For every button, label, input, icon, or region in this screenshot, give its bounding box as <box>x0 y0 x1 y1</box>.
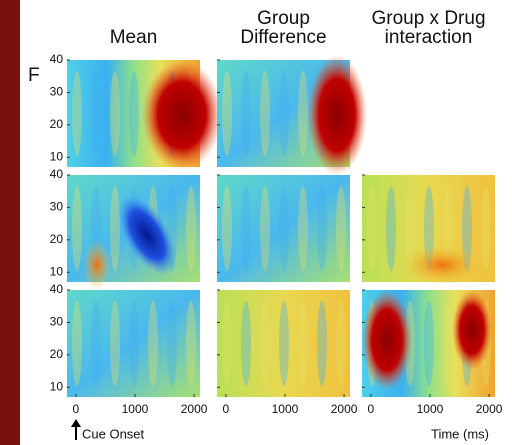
heatmap-streak <box>298 185 308 272</box>
heatmap-streak <box>317 300 327 387</box>
x-tick-label: 0 <box>223 402 230 416</box>
heatmap-streak <box>72 185 82 272</box>
heatmap-streak <box>481 185 491 272</box>
x-tick-label: 1000 <box>122 402 149 416</box>
heatmap-streak <box>279 300 289 387</box>
heatmap-panel <box>362 174 495 285</box>
column-title: interaction <box>385 27 473 48</box>
heatmap-streak <box>91 300 101 387</box>
heatmap-streak <box>222 185 232 272</box>
hot-spot <box>402 245 482 285</box>
heatmap-streak <box>148 300 158 387</box>
heatmap-streak <box>279 185 289 272</box>
heatmap-streak <box>72 300 82 387</box>
heatmap-panel <box>217 174 350 282</box>
x-tick-label: 2000 <box>181 402 208 416</box>
heatmap-streak <box>386 185 396 272</box>
heatmap-streak <box>279 70 289 157</box>
heatmap-streak <box>298 300 308 387</box>
onset-arrow <box>71 419 81 440</box>
heatmap-base <box>67 290 200 397</box>
heatmap-base <box>217 290 350 397</box>
x-tick-label: 0 <box>73 402 80 416</box>
heatmap-streak <box>260 300 270 387</box>
column-title: Mean <box>110 27 158 48</box>
side-strip <box>0 0 20 445</box>
x-tick-label: 2000 <box>331 402 358 416</box>
x-tick-label: 1000 <box>272 402 299 416</box>
y-tick-label: 30 <box>50 315 64 329</box>
heatmap-panel <box>217 55 367 175</box>
heatmap-streak <box>222 70 232 157</box>
y-tick-label: 40 <box>50 167 64 181</box>
heatmap-streak <box>110 185 120 272</box>
x-tick-label: 2000 <box>476 402 503 416</box>
heatmap-streak <box>336 300 346 387</box>
heatmap-streak <box>367 185 377 272</box>
heatmap-streak <box>186 185 196 272</box>
y-tick-label: 40 <box>50 52 64 66</box>
cold-spot <box>117 194 177 276</box>
y-tick-label: 10 <box>50 379 64 393</box>
heatmap-streak <box>186 300 196 387</box>
y-tick-label: 30 <box>50 85 64 99</box>
y-tick-label: 20 <box>50 347 64 361</box>
y-tick-label: 20 <box>50 117 64 131</box>
hot-spot <box>307 55 367 175</box>
heatmap-panel: 10 20 30 40 <box>50 282 200 397</box>
heatmap-streak <box>336 185 346 272</box>
hot-spot <box>452 290 492 370</box>
heatmap-streak <box>241 300 251 387</box>
y-label: F <box>28 65 40 86</box>
heatmap-streak <box>110 70 120 157</box>
y-tick-label: 30 <box>50 200 64 214</box>
heatmap-streak <box>72 70 82 157</box>
heatmap-streak <box>110 300 120 387</box>
heatmap-streak <box>222 300 232 387</box>
heatmap-streak <box>129 300 139 387</box>
heatmap-streak <box>241 70 251 157</box>
column-title: Group <box>257 8 310 29</box>
x-tick-label: 0 <box>368 402 375 416</box>
heatmap-streak <box>129 70 139 157</box>
heatmap-streak <box>443 300 453 387</box>
y-tick-label: 40 <box>50 282 64 296</box>
heatmap-panel <box>217 289 350 397</box>
heatmap-base <box>217 175 350 282</box>
heatmap-streak <box>317 185 327 272</box>
heatmap-panel <box>362 289 495 397</box>
heatmap-streak <box>298 70 308 157</box>
heatmap-panel: 10 20 30 40 <box>50 167 200 290</box>
y-tick-label: 20 <box>50 232 64 246</box>
column-title: Difference <box>240 27 326 48</box>
heatmap-streak <box>241 185 251 272</box>
panels: 10 20 30 40 10 20 30 40 10 20 30 40 <box>50 52 495 397</box>
hot-spot <box>362 290 412 390</box>
x-tick-label: 1000 <box>417 402 444 416</box>
heatmap-panel: 10 20 30 40 <box>50 52 222 170</box>
y-tick-label: 10 <box>50 264 64 278</box>
heatmap-streak <box>260 70 270 157</box>
heatmap-streak <box>260 185 270 272</box>
heatmap-streak <box>167 300 177 387</box>
x-label: Time (ms) <box>431 426 489 441</box>
heatmap-streak <box>91 70 101 157</box>
hot-spot <box>83 240 111 290</box>
heatmap-streak <box>424 300 434 387</box>
column-title: Group x Drug <box>371 8 485 29</box>
heatmap-streak <box>405 185 415 272</box>
y-tick-label: 10 <box>50 149 64 163</box>
annotation: Cue Onset <box>82 426 145 441</box>
hot-spot <box>142 60 222 170</box>
